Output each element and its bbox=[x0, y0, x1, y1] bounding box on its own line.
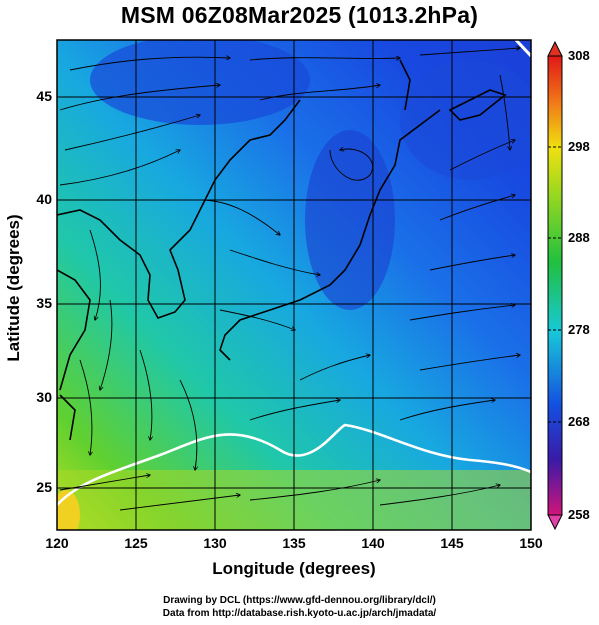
x-tick-label: 120 bbox=[45, 535, 69, 551]
plot-frame bbox=[56, 39, 532, 531]
y-tick-label: 40 bbox=[36, 191, 52, 207]
colorbar-tick-label: 288 bbox=[568, 230, 590, 245]
colorbar-max-triangle bbox=[547, 40, 563, 57]
colorbar-tick-label: 268 bbox=[568, 414, 590, 429]
colorbar-tick-label: 308 bbox=[568, 48, 590, 63]
cold-region bbox=[305, 130, 395, 310]
x-tick-label: 150 bbox=[519, 535, 543, 551]
y-axis-label-text: Latitude (degrees) bbox=[4, 214, 23, 362]
cold-region bbox=[90, 40, 310, 125]
colorbar-tick-label: 258 bbox=[568, 507, 590, 522]
colorbar-min-triangle bbox=[547, 514, 563, 531]
x-tick-label: 125 bbox=[124, 535, 148, 551]
credits: Drawing by DCL (https://www.gfd-dennou.o… bbox=[0, 594, 599, 620]
colorbar-tick-label: 298 bbox=[568, 139, 590, 154]
x-tick-label: 135 bbox=[282, 535, 306, 551]
chart-title: MSM 06Z08Mar2025 (1013.2hPa) bbox=[120, 2, 479, 28]
x-tick-label: 140 bbox=[361, 535, 385, 551]
grid bbox=[57, 40, 531, 530]
credit-data: Data from http://database.rish.kyoto-u.a… bbox=[162, 608, 437, 619]
y-tick-label: 35 bbox=[36, 295, 52, 311]
y-tick-label: 30 bbox=[36, 389, 52, 405]
freezing-contour bbox=[514, 40, 531, 58]
colorbar bbox=[547, 55, 563, 516]
y-tick-label: 25 bbox=[36, 479, 52, 495]
x-axis-label: Longitude (degrees) bbox=[212, 559, 376, 578]
streamlines bbox=[59, 48, 520, 511]
freezing-contour bbox=[57, 423, 531, 506]
y-tick-label: 45 bbox=[36, 88, 52, 104]
coastlines bbox=[57, 59, 507, 441]
x-tick-label: 130 bbox=[203, 535, 227, 551]
cold-region bbox=[400, 60, 531, 180]
colorbar-ticks bbox=[548, 146, 562, 423]
credit-drawing: Drawing by DCL (https://www.gfd-dennou.o… bbox=[163, 595, 436, 606]
x-tick-label: 145 bbox=[440, 535, 464, 551]
colorbar-tick-label: 278 bbox=[568, 322, 590, 337]
